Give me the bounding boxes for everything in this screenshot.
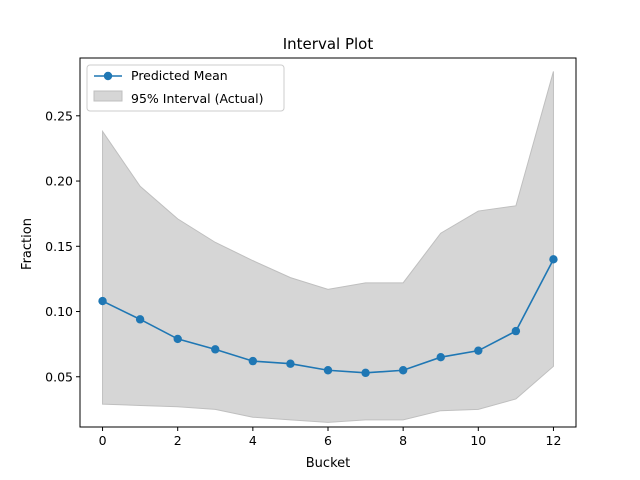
y-tick-label: 0.20 xyxy=(45,174,73,189)
mean-point xyxy=(398,366,408,375)
mean-point xyxy=(98,296,107,306)
mean-point xyxy=(286,359,295,368)
mean-point xyxy=(549,255,558,264)
x-tick-label: 10 xyxy=(470,433,486,448)
y-tick-label: 0.10 xyxy=(45,304,73,319)
x-tick-label: 8 xyxy=(399,433,407,448)
mean-point xyxy=(135,315,145,324)
y-tick-label: 0.25 xyxy=(45,108,73,123)
y-tick-label: 0.15 xyxy=(45,239,73,254)
legend: Predicted Mean 95% Interval (Actual) xyxy=(86,64,285,112)
x-axis-label: Bucket xyxy=(306,456,350,471)
y-axis-ticks: 0.05 0.10 0.15 0.20 0.25 xyxy=(45,108,80,384)
x-tick-label: 6 xyxy=(324,433,332,448)
y-axis-label: Fraction xyxy=(20,218,35,270)
mean-point xyxy=(248,356,258,366)
legend-label-predicted-mean: Predicted Mean xyxy=(131,68,228,83)
mean-point xyxy=(323,366,333,375)
x-axis-ticks: 0 2 4 6 8 10 12 xyxy=(99,427,562,448)
x-tick-label: 2 xyxy=(174,433,182,448)
plot-area xyxy=(98,71,558,423)
chart-title: Interval Plot xyxy=(283,35,374,53)
mean-point xyxy=(436,352,445,362)
mean-point xyxy=(474,346,483,355)
legend-label-interval: 95% Interval (Actual) xyxy=(131,91,264,106)
mean-points xyxy=(98,255,558,378)
legend-box xyxy=(86,64,285,112)
x-tick-label: 12 xyxy=(546,433,562,448)
y-tick-label: 0.05 xyxy=(45,369,73,384)
mean-point xyxy=(511,326,521,336)
x-tick-label: 4 xyxy=(249,433,257,448)
x-tick-label: 0 xyxy=(99,433,107,448)
mean-point xyxy=(173,334,182,344)
mean-point xyxy=(361,368,370,378)
legend-band-swatch xyxy=(93,90,123,102)
interval-band xyxy=(102,71,554,423)
legend-marker-swatch xyxy=(103,71,113,81)
mean-point xyxy=(211,345,220,354)
